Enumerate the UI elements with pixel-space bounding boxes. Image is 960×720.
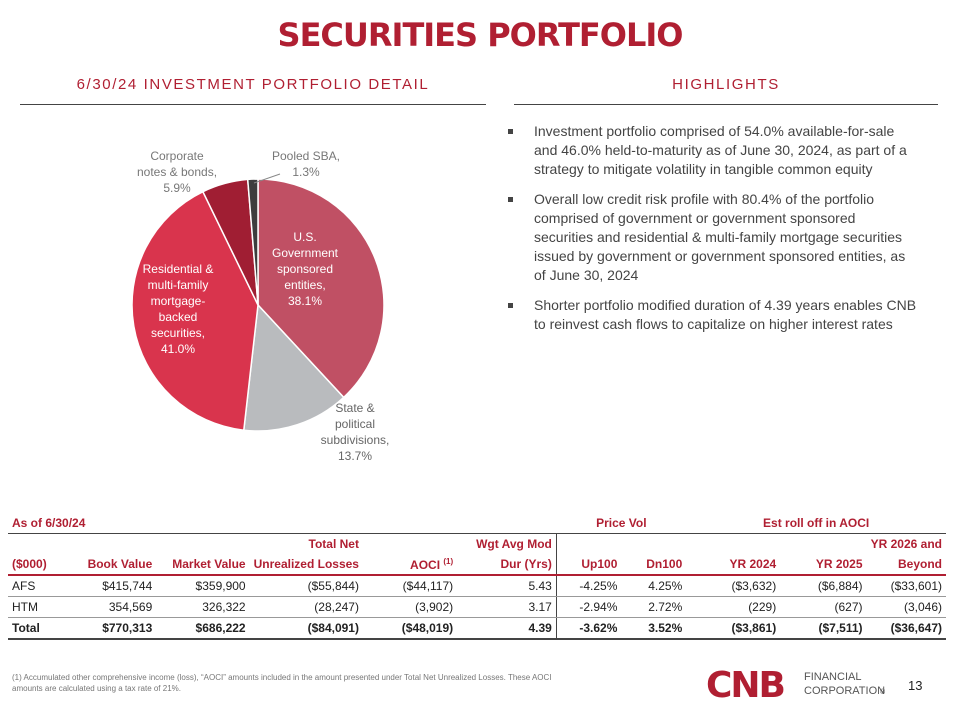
unrealized-losses-header: Unrealized Losses: [249, 554, 363, 576]
market-value-cell: $686,222: [156, 617, 250, 640]
page-number: 13: [908, 678, 923, 693]
square-bullet-icon: [508, 303, 513, 308]
aoci-footnote-ref: (1): [443, 556, 454, 566]
book-value-cell: 354,569: [67, 596, 157, 618]
portfolio-table: As of 6/30/24 Price Vol Est roll off in …: [8, 513, 946, 640]
duration-cell: 5.43: [457, 575, 557, 597]
units-header: ($000): [8, 554, 68, 576]
logo-line2: CORPORATION: [804, 685, 885, 697]
aoci-header-label: AOCI: [410, 557, 441, 572]
dn100-header: Dn100: [621, 554, 687, 576]
table-header-row-top: Total Net Wgt Avg Mod YR 2026 and: [8, 533, 946, 554]
aoci-cell: ($44,117): [362, 575, 458, 597]
pie-leader-line: [253, 173, 281, 184]
highlights-heading: HIGHLIGHTS: [672, 76, 780, 93]
row-name: Total: [8, 617, 68, 640]
page-title: SECURITIES PORTFOLIO: [277, 16, 684, 54]
yr2024-header: YR 2024: [686, 554, 781, 576]
aoci-cell: (3,902): [362, 596, 458, 618]
up100-cell: -4.25%: [556, 575, 622, 597]
aoci-roll-off-group-header: Est roll off in AOCI: [686, 513, 946, 534]
highlight-text: Shorter portfolio modified duration of 4…: [534, 297, 917, 332]
duration-cell: 4.39: [457, 617, 557, 640]
logo-registered: ®: [880, 688, 886, 696]
book-value-cell: $415,744: [67, 575, 157, 597]
pie-slice-label: State & political subdivisions, 13.7%: [321, 401, 390, 463]
row-name: AFS: [8, 575, 68, 597]
logo-mark: CNB: [706, 665, 784, 704]
beyond-cell: ($36,647): [866, 617, 946, 640]
pie-slice-pooled-sba: [246, 178, 259, 306]
market-value-header: Market Value: [156, 554, 250, 576]
table-row-afs: AFS $415,744 $359,900 ($55,844) ($44,117…: [8, 575, 946, 597]
square-bullet-icon: [508, 129, 513, 134]
beyond-header: Beyond: [866, 554, 946, 576]
left-heading-divider: [20, 104, 486, 105]
yr2025-cell: (627): [780, 596, 867, 618]
as-of-label: As of 6/30/24: [8, 513, 458, 534]
footnote: (1) Accumulated other comprehensive inco…: [12, 673, 552, 693]
highlight-item: Investment portfolio comprised of 54.0% …: [506, 122, 918, 179]
aoci-header: AOCI (1): [362, 554, 458, 576]
book-value-cell: $770,313: [67, 617, 157, 640]
yr2024-cell: ($3,861): [686, 617, 781, 640]
dn100-cell: 2.72%: [621, 596, 687, 618]
right-heading-divider: [514, 104, 938, 105]
wgt-avg-header: Wgt Avg Mod: [457, 533, 557, 554]
unrealized-cell: ($55,844): [249, 575, 363, 597]
total-net-header: Total Net: [308, 537, 359, 551]
up100-cell: -3.62%: [556, 617, 622, 640]
pie-slice-label: Pooled SBA, 1.3%: [272, 149, 340, 179]
highlight-text: Investment portfolio comprised of 54.0% …: [534, 123, 907, 177]
up100-header: Up100: [556, 554, 622, 576]
yr2026-header: YR 2026 and: [870, 537, 942, 551]
duration-cell: 3.17: [457, 596, 557, 618]
pie-slice-us-government: [257, 178, 385, 399]
square-bullet-icon: [508, 197, 513, 202]
highlight-text: Overall low credit risk profile with 80.…: [534, 191, 906, 283]
market-value-cell: $359,900: [156, 575, 250, 597]
highlights-list: Investment portfolio comprised of 54.0% …: [506, 122, 918, 345]
yr2025-cell: ($6,884): [780, 575, 867, 597]
highlight-item: Overall low credit risk profile with 80.…: [506, 190, 918, 285]
cnb-logo: CNB FINANCIAL CORPORATION ®: [706, 665, 886, 704]
unrealized-cell: ($84,091): [249, 617, 363, 640]
unrealized-cell: (28,247): [249, 596, 363, 618]
pie-slice-label: Residential & multi-family mortgage-backed…: [143, 262, 214, 356]
dn100-cell: 3.52%: [621, 617, 687, 640]
duration-header: Dur (Yrs): [457, 554, 557, 576]
pie-slice-label: U.S. Government sponsored entities, 38.1%: [272, 230, 339, 308]
aoci-cell: ($48,019): [362, 617, 458, 640]
pie-slice-residential-mortgage: [131, 190, 259, 432]
yr2024-cell: (229): [686, 596, 781, 618]
yr2025-header: YR 2025: [780, 554, 867, 576]
book-value-header: Book Value: [67, 554, 157, 576]
pie-slice-state-political: [242, 303, 345, 432]
market-value-cell: 326,322: [156, 596, 250, 618]
table-column-header-row: ($000) Book Value Market Value Unrealize…: [8, 554, 946, 576]
table-row-total: Total $770,313 $686,222 ($84,091) ($48,0…: [8, 617, 946, 640]
table-row-htm: HTM 354,569 326,322 (28,247) (3,902) 3.1…: [8, 596, 946, 618]
beyond-cell: (3,046): [866, 596, 946, 618]
logo-line1: FINANCIAL: [804, 671, 861, 683]
dn100-cell: 4.25%: [621, 575, 687, 597]
up100-cell: -2.94%: [556, 596, 622, 618]
table-group-header-row: As of 6/30/24 Price Vol Est roll off in …: [8, 513, 946, 534]
portfolio-pie-chart: U.S. Government sponsored entities, 38.1% Sta…: [131, 149, 390, 463]
yr2025-cell: ($7,511): [780, 617, 867, 640]
beyond-cell: ($33,601): [866, 575, 946, 597]
portfolio-detail-heading: 6/30/24 INVESTMENT PORTFOLIO DETAIL: [76, 76, 430, 93]
row-name: HTM: [8, 596, 68, 618]
price-vol-group-header: Price Vol: [556, 513, 687, 534]
highlight-item: Shorter portfolio modified duration of 4…: [506, 296, 918, 334]
yr2024-cell: ($3,632): [686, 575, 781, 597]
pie-slice-label: Corporate notes & bonds, 5.9%: [137, 149, 217, 195]
